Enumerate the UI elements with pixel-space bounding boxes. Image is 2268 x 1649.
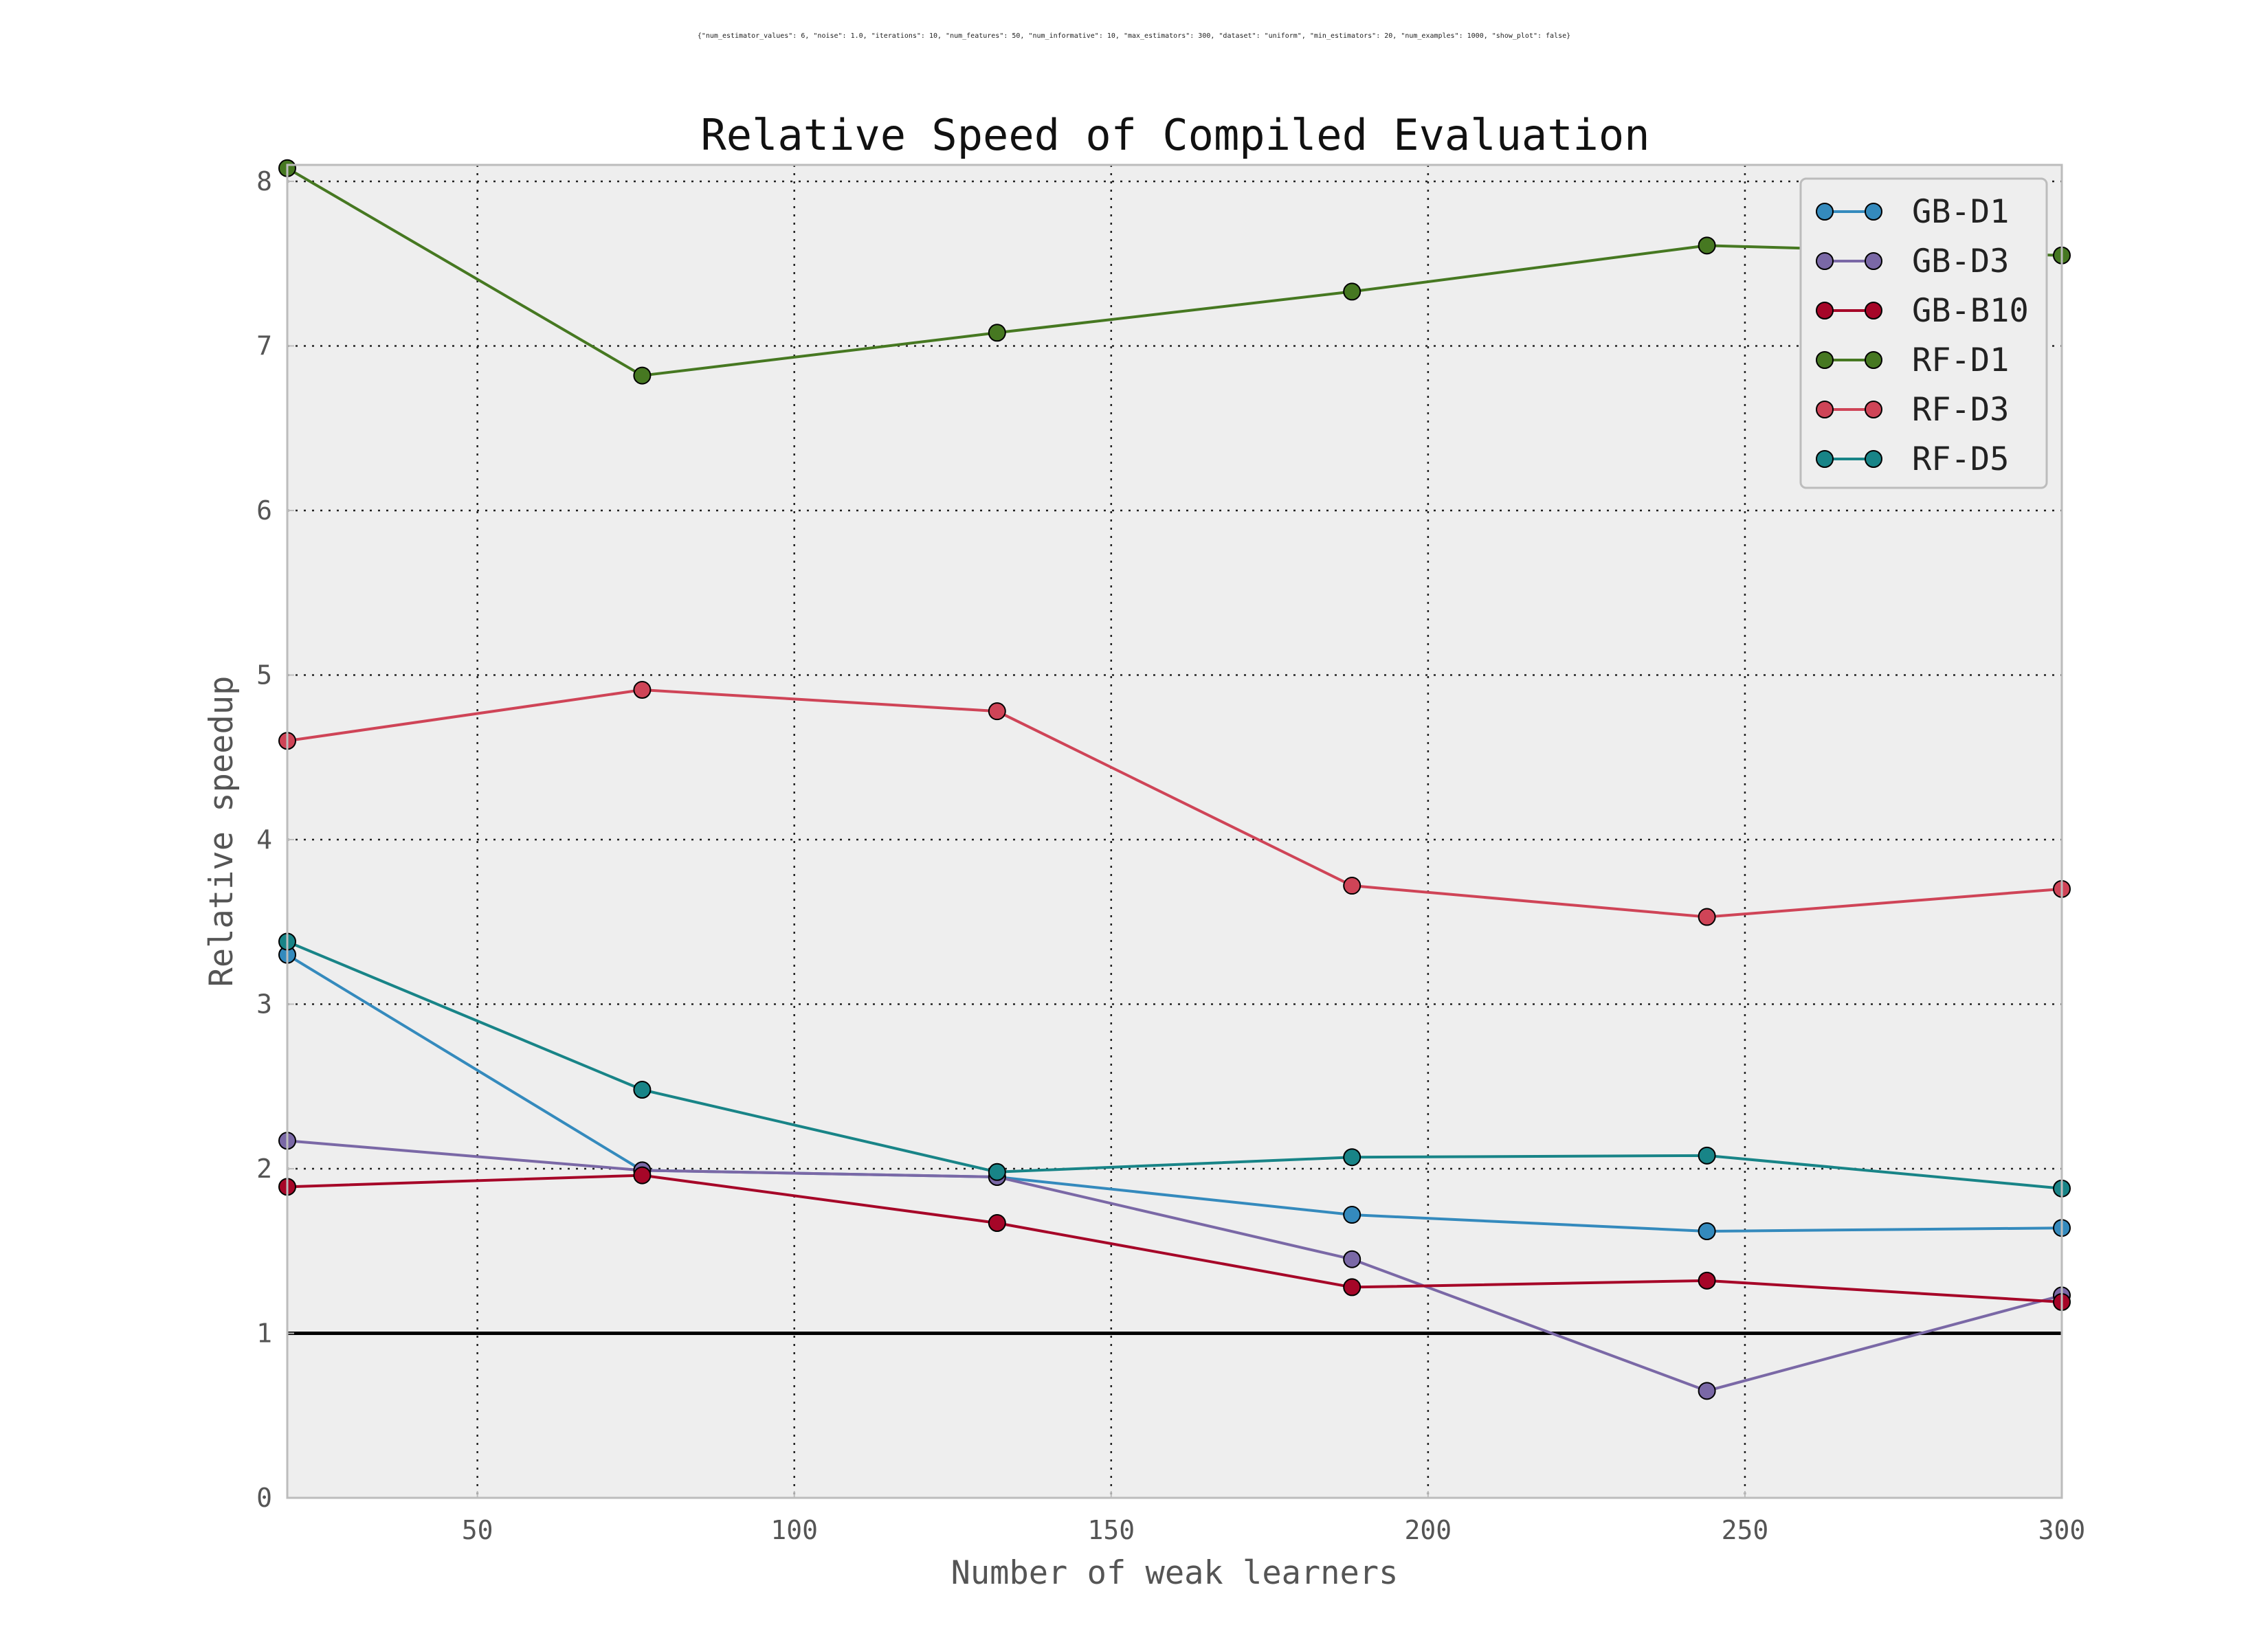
data-point-gb-b10: [1343, 1278, 1361, 1297]
series-line-gb-d1: [286, 953, 2063, 1233]
data-point-gb-b10: [988, 1214, 1006, 1233]
data-point-gb-b10: [633, 1166, 652, 1185]
legend-label: GB-B10: [1912, 292, 2029, 330]
legend-label: GB-D1: [1912, 193, 2009, 231]
legend-marker: [1816, 351, 1834, 369]
y-axis-ticks: 0 1 2 3 4 5 6 7 8: [256, 166, 294, 1513]
data-point-rf-d1: [988, 324, 1006, 342]
y-tick-label: 2: [256, 1154, 272, 1184]
series-group: [278, 159, 2071, 1400]
legend-marker: [1865, 450, 1882, 468]
x-tick-label: 250: [1722, 1515, 1769, 1545]
legend-item-rf-d5: RF-D5: [1816, 440, 2009, 478]
legend-label: RF-D1: [1912, 341, 2009, 379]
series-gb-b10: [278, 1166, 2071, 1311]
legend-label: RF-D3: [1912, 391, 2009, 429]
series-line-gb-b10: [287, 1174, 2063, 1303]
data-point-rf-d3: [1343, 877, 1361, 895]
data-point-rf-d1: [633, 366, 652, 385]
data-point-rf-d5: [633, 1081, 652, 1099]
y-tick-label: 1: [256, 1318, 272, 1348]
data-point-gb-d1: [1698, 1222, 1716, 1240]
legend-marker: [1865, 351, 1882, 369]
chart-title: Relative Speed of Compiled Evaluation: [700, 110, 1649, 160]
data-point-gb-b10: [1698, 1271, 1716, 1290]
plot-area: [287, 165, 2062, 1498]
x-tick-label: 200: [1405, 1515, 1452, 1545]
legend-item-rf-d1: RF-D1: [1816, 341, 2009, 379]
data-point-rf-d1: [1698, 236, 1716, 255]
data-point-rf-d5: [1343, 1148, 1361, 1167]
chart-subtitle: {"num_estimator_values": 6, "noise": 1.0…: [698, 32, 1570, 40]
data-point-rf-d3: [633, 681, 652, 699]
y-tick-label: 3: [256, 989, 272, 1019]
series-line-gb-d3: [287, 1139, 2063, 1393]
legend-marker: [1865, 401, 1882, 418]
data-point-rf-d5: [988, 1163, 1006, 1181]
series-line-rf-d5: [287, 940, 2063, 1190]
x-tick-label: 150: [1087, 1515, 1135, 1545]
data-point-rf-d3: [1698, 908, 1716, 926]
series-line-rf-d1: [286, 167, 2063, 377]
legend-items: GB-D1 GB-D3 GB-B10 RF-D1 RF-D3 RF-D5: [1816, 193, 2029, 478]
legend-marker: [1865, 252, 1882, 270]
series-rf-d3: [278, 681, 2071, 926]
series-line-rf-d3: [287, 688, 2063, 919]
plot-frame: [286, 164, 2063, 1499]
legend-item-gb-d3: GB-D3: [1816, 243, 2009, 280]
x-tick-label: 300: [2038, 1515, 2086, 1545]
y-axis-label: Relative speedup: [203, 676, 241, 987]
data-point-gb-d1: [1343, 1206, 1361, 1224]
legend-marker: [1816, 302, 1834, 319]
legend-marker: [1816, 401, 1834, 418]
legend-item-rf-d3: RF-D3: [1816, 391, 2009, 429]
data-point-rf-d5: [1698, 1146, 1716, 1165]
x-tick-label: 100: [770, 1515, 818, 1545]
y-tick-label: 4: [256, 824, 272, 855]
series-rf-d1: [278, 159, 2071, 385]
data-point-rf-d3: [988, 702, 1006, 721]
data-point-gb-d3: [1343, 1250, 1361, 1268]
y-tick-label: 6: [256, 495, 272, 526]
legend-label: GB-D3: [1912, 243, 2009, 280]
legend-item-gb-b10: GB-B10: [1816, 292, 2029, 330]
x-tick-label: 50: [462, 1515, 493, 1545]
legend-marker: [1816, 203, 1834, 221]
x-axis-label: Number of weak learners: [951, 1554, 1399, 1592]
y-tick-label: 7: [256, 330, 272, 361]
y-tick-label: 0: [256, 1483, 272, 1513]
legend: GB-D1 GB-D3 GB-B10 RF-D1 RF-D3 RF-D5: [1799, 177, 2048, 489]
data-point-rf-d1: [1343, 282, 1361, 301]
legend-marker: [1865, 203, 1882, 221]
x-axis-ticks: 50 100 150 200 250 300: [462, 1491, 2086, 1545]
legend-label: RF-D5: [1912, 440, 2009, 478]
y-tick-label: 8: [256, 166, 272, 197]
data-point-gb-d3: [1698, 1382, 1716, 1400]
legend-marker: [1816, 450, 1834, 468]
y-tick-label: 5: [256, 660, 272, 690]
legend-marker: [1816, 252, 1834, 270]
legend-item-gb-d1: GB-D1: [1816, 193, 2009, 231]
legend-marker: [1865, 302, 1882, 319]
